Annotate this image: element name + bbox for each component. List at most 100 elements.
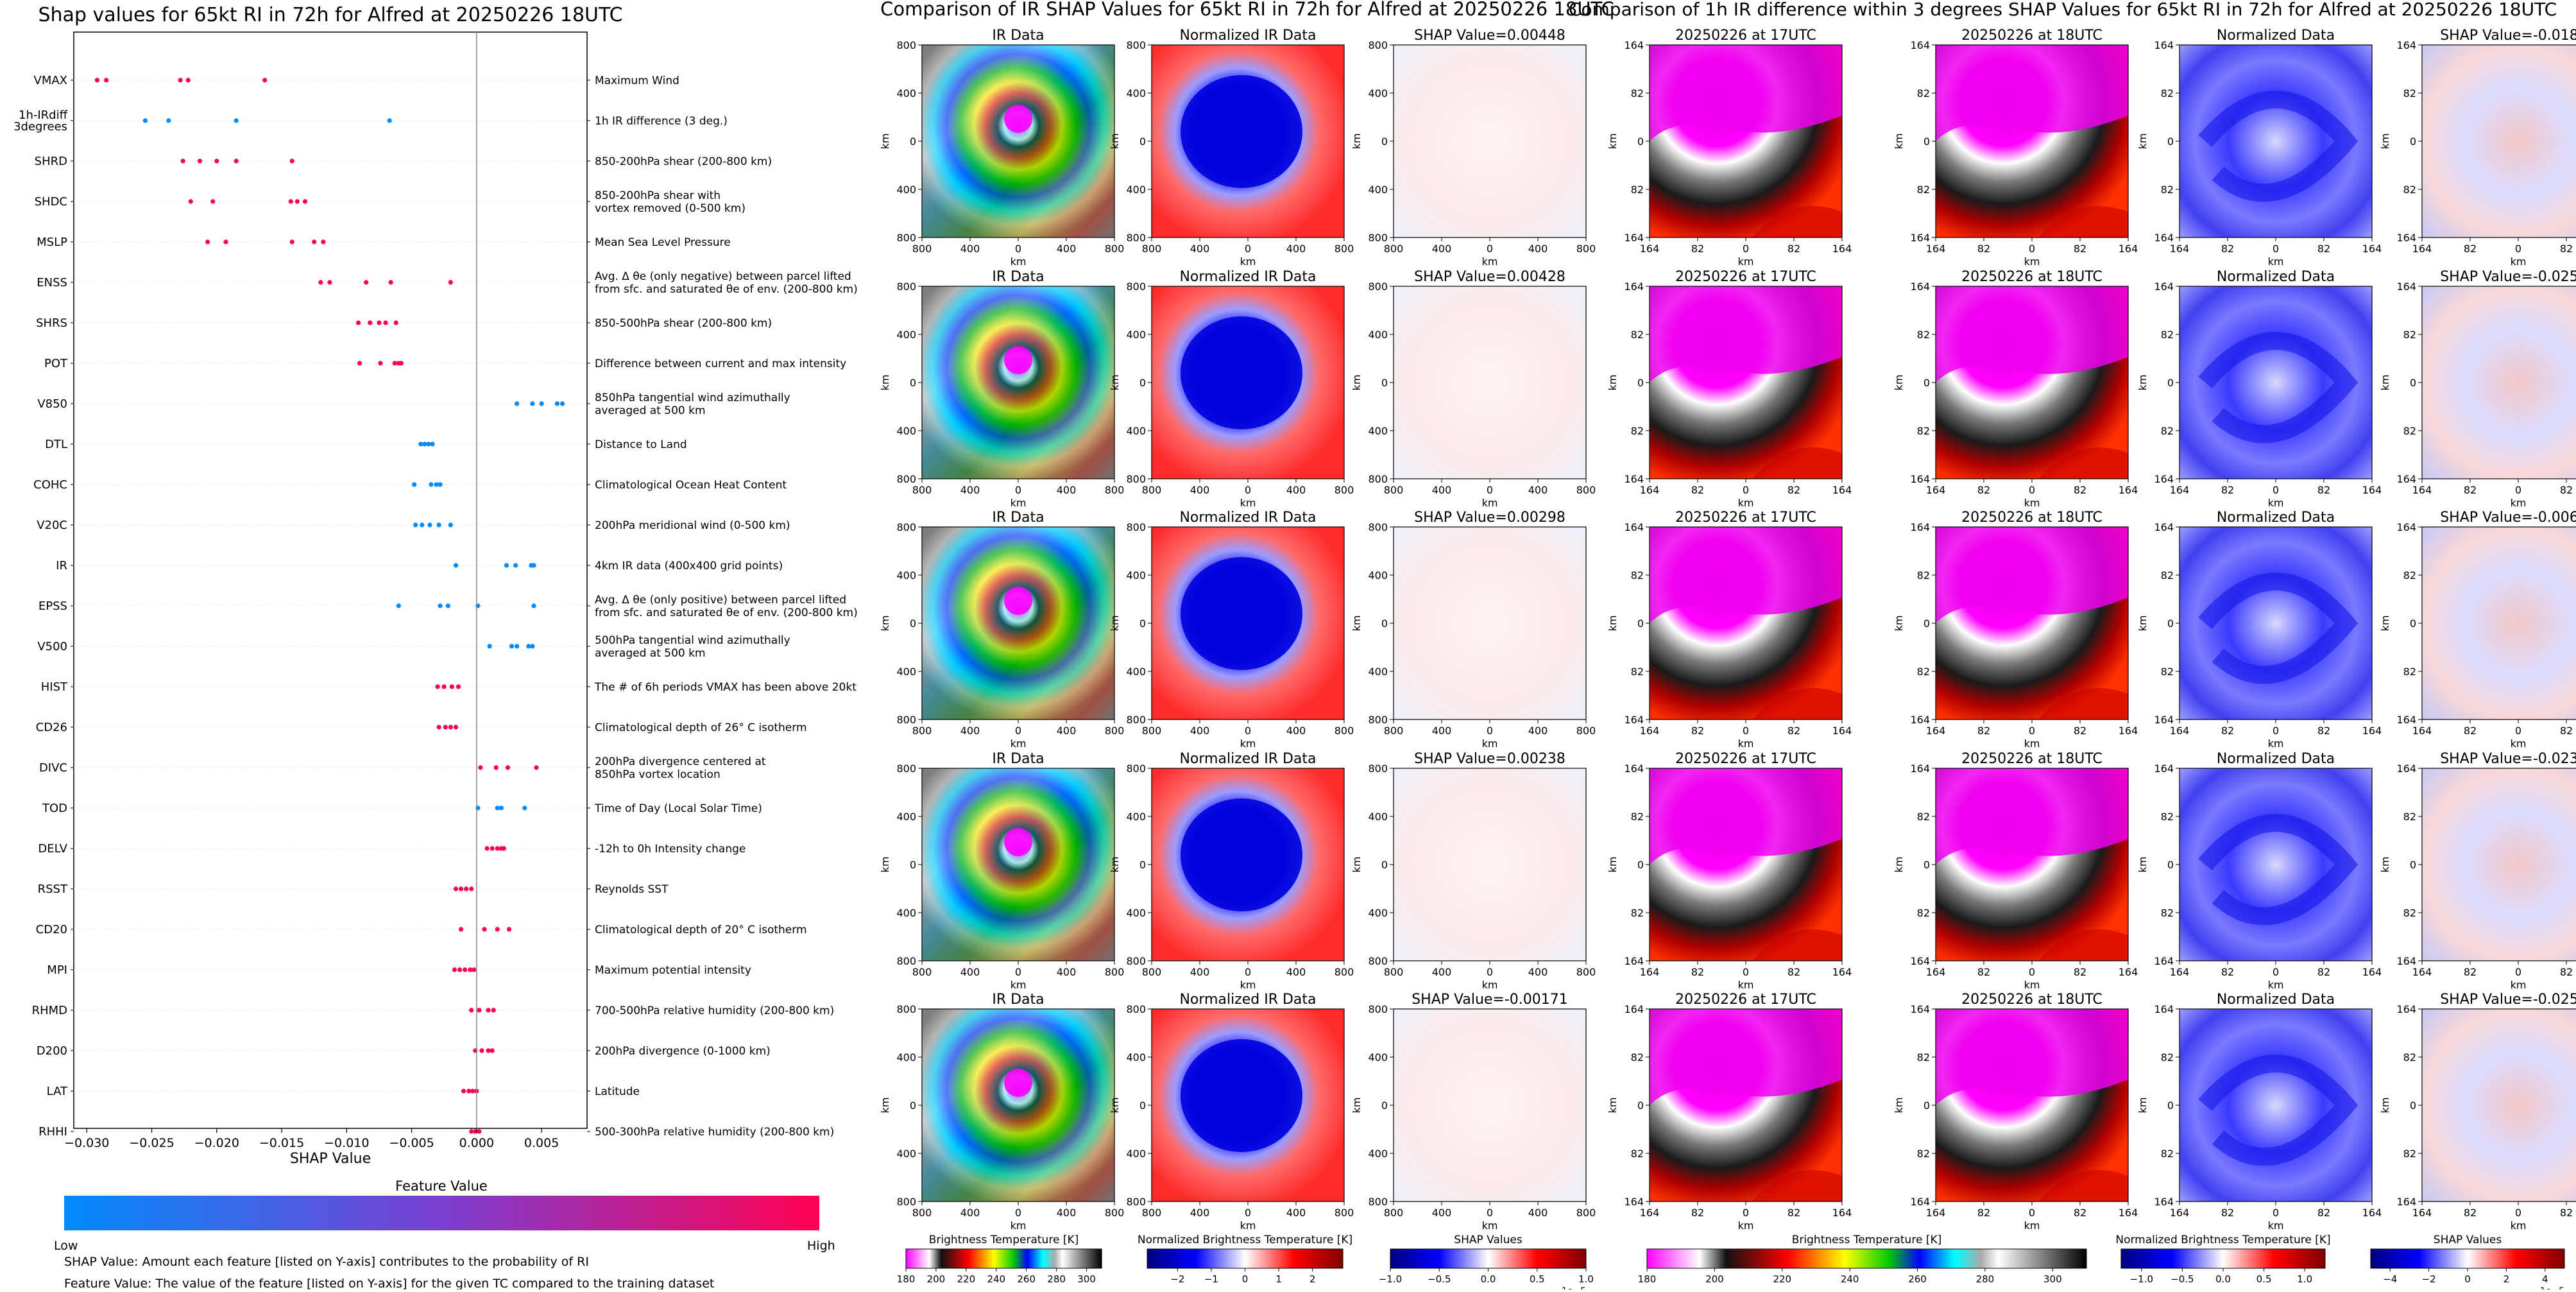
image-panel: SHAP Value=-0.02391164164828200828216416… [2379,751,2576,991]
y-tick-label: 800 [1368,955,1388,967]
x-tick-label: 800 [912,966,932,978]
shap-point [393,320,398,325]
x-tick-label: 82 [1691,1207,1704,1219]
x-tick-label: 400 [1528,484,1548,496]
y-tick-label: 400 [1368,811,1388,823]
colorbar: Brightness Temperature [K] 180 200 220 240 26… [1638,1234,2087,1285]
panel-title: IR Data [992,992,1044,1008]
image-panel: SHAP Value=-0.01849164164828200828216416… [2379,28,2576,268]
x-tick-label: 0 [1015,243,1021,255]
y-tick-label: 164 [2396,955,2416,967]
feature-label: V20C [37,519,67,532]
irdiff-section-title: Comparison of 1h IR difference within 3 … [1569,0,2557,20]
x-tick-label: 164 [1926,725,1946,737]
panel-title: SHAP Value=-0.02391 [2440,751,2576,767]
y-axis-label: km [2137,134,2149,150]
x-tick-label: 82 [1977,484,1990,496]
y-tick-label: 0 [2167,617,2174,630]
shap-point [495,927,500,932]
warm-region [1650,447,1842,479]
feature-description: 850-200hPa shear with [595,189,721,202]
shap-point [491,1008,496,1013]
x-tick-label: 800 [1335,1207,1354,1219]
y-axis-label: km [1351,1098,1363,1114]
feature-label: HIST [41,680,68,694]
shap-point [487,644,492,649]
shap-point [443,725,448,730]
x-axis-label: km [1240,737,1256,750]
feature-label: RHHI [38,1125,67,1139]
y-tick-label: 82 [2161,666,2174,678]
colorbar-tick-label: 280 [1976,1273,1995,1285]
x-tick-label: 0 [2273,1207,2279,1219]
y-tick-label: 400 [1126,569,1146,581]
y-tick-label: 82 [2403,87,2416,99]
x-tick-label: 400 [1432,1207,1452,1219]
feature-description: 200hPa divergence (0-1000 km) [595,1045,771,1058]
feature-description: Climatological depth of 26° C isotherm [595,721,807,734]
feature-label: POT [44,357,68,370]
x-tick-label: −0.030 [64,1136,109,1150]
panel-title: IR Data [992,269,1044,285]
x-tick-label: 82 [1691,966,1704,978]
y-tick-label: 800 [1126,714,1146,726]
y-tick-label: 0 [2410,617,2416,630]
x-tick-label: 800 [912,1207,932,1219]
panel-title: Normalized Data [2217,269,2335,285]
image-panel: SHAP Value=-0.02577164164828200828216416… [2379,269,2576,509]
x-tick-label: 0 [2515,1207,2521,1219]
feature-description: Maximum Wind [595,74,679,87]
feature-description: Mean Sea Level Pressure [595,236,731,249]
x-tick-label: 800 [1384,966,1404,978]
shap-point [378,361,383,366]
x-tick-label: 800 [912,243,932,255]
x-tick-label: 82 [2560,484,2573,496]
x-tick-label: 400 [1432,243,1452,255]
shap-point [456,684,461,689]
panel-title: IR Data [992,751,1044,767]
colorbar-exponent: 1e−5 [1562,1286,1586,1289]
panel-title: SHAP Value=-0.01849 [2440,28,2576,44]
x-tick-label: 164 [1832,966,1852,978]
shap-point [142,118,148,123]
feature-label: VMAX [34,74,68,87]
panel-image [1394,527,1586,719]
shap-point [214,159,219,164]
cold-core [1181,75,1302,188]
x-tick-label: 164 [1832,725,1852,737]
panel-title: SHAP Value=-0.00171 [1412,992,1568,1008]
feature-description: Climatological Ocean Heat Content [595,479,787,492]
y-tick-label: 800 [896,714,916,726]
warm-region [1650,688,1842,719]
feature-description: 1h IR difference (3 deg.) [595,115,728,128]
image-panel: SHAP Value=-0.02578164164828200828216416… [2379,992,2576,1232]
warm-region [1650,1170,1842,1202]
x-tick-label: 0 [2029,243,2035,255]
x-tick-label: 0 [1487,725,1493,737]
y-tick-label: 0 [910,1099,916,1112]
x-tick-label: 164 [1926,243,1946,255]
feature-description: 850hPa tangential wind azimuthally [595,392,790,404]
shap-point [469,886,474,891]
y-tick-label: 164 [1624,1196,1644,1208]
colorbar-tick-label: −1.0 [1379,1273,1402,1285]
feature-label: 3degrees [13,120,67,134]
x-tick-label: 164 [1832,1207,1852,1219]
shap-point [486,1048,491,1053]
y-tick-label: 800 [1368,39,1388,51]
x-tick-label: 164 [1926,484,1946,496]
panel-title: 20250226 at 17UTC [1675,510,1816,526]
x-tick-label: 164 [2412,1207,2432,1219]
shap-point [427,522,432,528]
shap-point [468,967,473,972]
ir-eye [1004,1069,1032,1097]
y-tick-label: 400 [1368,569,1388,581]
y-tick-label: 82 [2403,666,2416,678]
y-tick-label: 400 [1126,425,1146,437]
x-tick-label: 0 [1015,484,1021,496]
colorbar-tick-label: 180 [1638,1273,1657,1285]
image-panel: 20250226 at 18UTC1641648282008282164164k… [1893,28,2138,268]
y-axis-label: km [879,1098,891,1114]
y-tick-label: 0 [1139,859,1146,871]
x-tick-label: 82 [2074,243,2086,255]
